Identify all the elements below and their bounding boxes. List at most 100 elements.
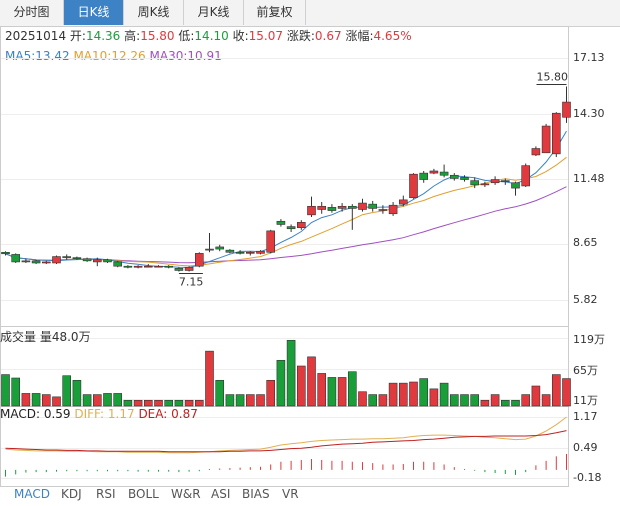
- candle-body: [266, 230, 276, 253]
- candle-body: [225, 249, 235, 253]
- volume-bar: [225, 394, 235, 407]
- pct-label: 涨幅:: [345, 29, 374, 43]
- volume-bar: [113, 393, 122, 407]
- volume-bar: [460, 394, 469, 407]
- candle-body: [500, 180, 510, 182]
- volume-bar: [480, 399, 490, 407]
- candle-body: [511, 182, 520, 189]
- candle-body: [154, 265, 163, 268]
- price-panel-frame: [0, 26, 569, 327]
- candle-body: [337, 205, 347, 209]
- macd-axis-label: -0.18: [573, 471, 602, 484]
- price-axis-label: 14.30: [573, 107, 605, 120]
- ma10-value: 12.26: [111, 49, 146, 63]
- high-label: 高:: [124, 29, 141, 43]
- volume-bar: [21, 393, 31, 407]
- price-axis-label: 11.48: [573, 172, 605, 185]
- volume-bar: [562, 378, 571, 407]
- indicator-tab-kdj[interactable]: KDJ: [61, 487, 82, 501]
- indicator-tab-boll[interactable]: BOLL: [128, 487, 159, 501]
- tab-intraday[interactable]: 分时图: [0, 0, 64, 25]
- volume-bar: [439, 382, 449, 407]
- volume-bar: [103, 393, 112, 407]
- price-axis-label: 17.13: [573, 51, 605, 64]
- candle-body: [317, 205, 327, 210]
- pct-value: 4.65%: [373, 29, 412, 43]
- open-label: 开:: [69, 29, 86, 43]
- max-price-label: 15.80: [537, 70, 569, 83]
- indicator-tab-rsi[interactable]: RSI: [96, 487, 116, 501]
- candle-body: [541, 125, 551, 154]
- indicator-tab-wr[interactable]: W&R: [171, 487, 201, 501]
- close-label: 收:: [232, 29, 249, 43]
- ma10-label: MA10:: [73, 49, 112, 63]
- candle-body: [388, 204, 398, 215]
- volume-bar: [1, 374, 10, 407]
- ma5-line: [5, 130, 567, 269]
- candle-body: [205, 248, 214, 251]
- volume-bar: [123, 399, 133, 407]
- volume-bar: [296, 365, 306, 407]
- candle-body: [246, 251, 255, 254]
- candle-body: [296, 222, 306, 228]
- volume-bar: [531, 385, 541, 407]
- volume-bar: [215, 379, 224, 407]
- min-price-label: 7.15: [179, 276, 204, 289]
- indicator-tab-vr[interactable]: VR: [282, 487, 299, 501]
- macd-diff-line: [5, 416, 567, 454]
- indicator-tab-bias[interactable]: BIAS: [242, 487, 270, 501]
- volume-bar: [317, 373, 327, 407]
- candle-body: [62, 256, 72, 258]
- candle-body: [113, 261, 122, 267]
- volume-bar: [490, 394, 500, 407]
- volume-bar: [93, 394, 102, 407]
- volume-bar: [276, 359, 286, 407]
- volume-bar: [72, 379, 82, 407]
- quote-date: 20251014: [5, 29, 67, 43]
- tab-weekly-k[interactable]: 周K线: [124, 0, 184, 25]
- candle-body: [11, 254, 20, 263]
- ma-legend: MA5:13.42 MA10:12.26 MA30:10.91: [5, 48, 222, 64]
- tab-daily-k[interactable]: 日K线: [64, 0, 124, 25]
- candle-body: [41, 261, 51, 264]
- candle-body: [82, 258, 92, 262]
- candle-body: [93, 259, 102, 263]
- indicator-tab-macd[interactable]: MACD: [14, 487, 50, 501]
- candle-body: [347, 205, 357, 209]
- volume-bar: [256, 394, 265, 407]
- tab-monthly-k[interactable]: 月K线: [184, 0, 244, 25]
- candle-body: [286, 226, 296, 230]
- indicator-tab-asi[interactable]: ASI: [211, 487, 231, 501]
- volume-bar: [184, 399, 194, 407]
- volume-bar: [337, 377, 347, 407]
- candle-body: [480, 183, 490, 186]
- tab-forward-adjusted[interactable]: 前复权: [244, 0, 306, 25]
- volume-axis-label: 65万: [573, 364, 598, 377]
- price-axis-label: 8.65: [573, 236, 598, 249]
- volume-bar: [541, 394, 551, 407]
- volume-bar: [174, 399, 184, 407]
- volume-bar: [62, 375, 72, 407]
- candle-body: [195, 253, 204, 267]
- candle-body: [419, 172, 429, 180]
- volume-bar: [144, 399, 153, 407]
- open-value: 14.36: [85, 29, 121, 43]
- volume-bar: [266, 379, 276, 407]
- candle-body: [449, 174, 459, 179]
- candle-body: [144, 265, 153, 268]
- ma30-value: 10.91: [187, 49, 222, 63]
- candle-body: [460, 177, 469, 180]
- volume-bar: [327, 377, 337, 407]
- volume-bar: [307, 356, 316, 407]
- quote-summary: 20251014 开:14.36 高:15.80 低:14.10 收:15.07…: [5, 28, 412, 44]
- volume-bar: [82, 394, 92, 407]
- volume-bar: [31, 393, 41, 407]
- macd-axis-label: 0.49: [573, 441, 598, 454]
- candle-body: [429, 170, 439, 174]
- candle-body: [470, 180, 480, 186]
- volume-axis-label: 119万: [573, 333, 605, 346]
- volume-bar: [52, 396, 61, 407]
- price-axis-label: 5.82: [573, 293, 598, 306]
- candle-body: [52, 256, 61, 264]
- volume-bar: [429, 388, 439, 407]
